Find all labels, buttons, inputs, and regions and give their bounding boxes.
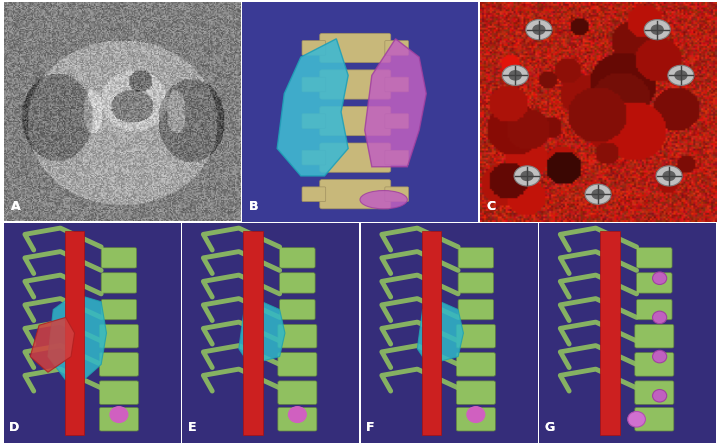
Circle shape	[585, 184, 611, 204]
Bar	[422, 231, 441, 435]
FancyBboxPatch shape	[636, 273, 672, 293]
Text: D: D	[9, 421, 19, 434]
Circle shape	[652, 311, 667, 324]
Circle shape	[652, 389, 667, 402]
Circle shape	[110, 407, 127, 422]
FancyBboxPatch shape	[302, 187, 325, 202]
Circle shape	[503, 65, 528, 85]
FancyBboxPatch shape	[320, 180, 391, 209]
FancyBboxPatch shape	[279, 248, 315, 268]
FancyBboxPatch shape	[102, 299, 137, 320]
FancyBboxPatch shape	[458, 273, 494, 293]
FancyBboxPatch shape	[99, 408, 138, 431]
FancyBboxPatch shape	[456, 353, 495, 376]
FancyBboxPatch shape	[385, 114, 408, 128]
FancyBboxPatch shape	[636, 299, 672, 320]
Circle shape	[526, 20, 552, 40]
FancyBboxPatch shape	[102, 273, 137, 293]
Polygon shape	[48, 294, 107, 380]
FancyBboxPatch shape	[302, 150, 325, 165]
Bar	[600, 231, 620, 435]
Circle shape	[652, 350, 667, 363]
Text: E: E	[187, 421, 196, 434]
Text: G: G	[544, 421, 554, 434]
FancyBboxPatch shape	[302, 114, 325, 128]
FancyBboxPatch shape	[385, 40, 408, 55]
FancyBboxPatch shape	[456, 408, 495, 431]
Text: C: C	[487, 200, 496, 213]
FancyBboxPatch shape	[302, 40, 325, 55]
FancyBboxPatch shape	[385, 77, 408, 92]
FancyBboxPatch shape	[278, 324, 317, 348]
FancyBboxPatch shape	[635, 353, 674, 376]
FancyBboxPatch shape	[279, 299, 315, 320]
Circle shape	[509, 71, 521, 80]
Polygon shape	[277, 39, 348, 176]
FancyBboxPatch shape	[279, 273, 315, 293]
FancyBboxPatch shape	[456, 324, 495, 348]
FancyBboxPatch shape	[320, 106, 391, 136]
Polygon shape	[365, 39, 426, 167]
Text: C: C	[487, 200, 496, 213]
FancyBboxPatch shape	[320, 143, 391, 172]
Circle shape	[533, 25, 545, 34]
Polygon shape	[239, 302, 285, 364]
Polygon shape	[30, 317, 75, 372]
Circle shape	[289, 407, 306, 422]
FancyBboxPatch shape	[320, 33, 391, 63]
Circle shape	[652, 272, 667, 284]
FancyBboxPatch shape	[385, 150, 408, 165]
FancyBboxPatch shape	[635, 408, 674, 431]
FancyBboxPatch shape	[278, 381, 317, 405]
FancyBboxPatch shape	[99, 324, 138, 348]
Circle shape	[592, 190, 604, 199]
Text: B: B	[249, 200, 258, 213]
FancyBboxPatch shape	[320, 70, 391, 99]
FancyBboxPatch shape	[635, 324, 674, 348]
Circle shape	[663, 171, 675, 181]
FancyBboxPatch shape	[99, 381, 138, 405]
Text: E: E	[187, 421, 196, 434]
Circle shape	[652, 25, 663, 34]
Text: A: A	[11, 200, 20, 213]
Polygon shape	[418, 302, 464, 364]
FancyBboxPatch shape	[458, 248, 494, 268]
FancyBboxPatch shape	[635, 381, 674, 405]
FancyBboxPatch shape	[99, 353, 138, 376]
Ellipse shape	[360, 190, 408, 209]
FancyBboxPatch shape	[636, 248, 672, 268]
FancyBboxPatch shape	[458, 299, 494, 320]
Text: F: F	[366, 421, 374, 434]
FancyBboxPatch shape	[302, 77, 325, 92]
FancyBboxPatch shape	[278, 353, 317, 376]
Circle shape	[514, 166, 540, 186]
FancyBboxPatch shape	[385, 187, 408, 202]
Circle shape	[668, 65, 694, 85]
Circle shape	[521, 171, 533, 181]
Bar	[65, 231, 84, 435]
FancyBboxPatch shape	[278, 408, 317, 431]
Circle shape	[656, 166, 682, 186]
Circle shape	[467, 407, 485, 422]
Text: G: G	[544, 421, 554, 434]
Bar	[243, 231, 263, 435]
Text: B: B	[249, 200, 258, 213]
Text: D: D	[9, 421, 19, 434]
Circle shape	[628, 412, 645, 427]
Circle shape	[675, 71, 687, 80]
Text: A: A	[11, 200, 20, 213]
FancyBboxPatch shape	[456, 381, 495, 405]
Text: F: F	[366, 421, 374, 434]
FancyBboxPatch shape	[102, 248, 137, 268]
Circle shape	[644, 20, 670, 40]
